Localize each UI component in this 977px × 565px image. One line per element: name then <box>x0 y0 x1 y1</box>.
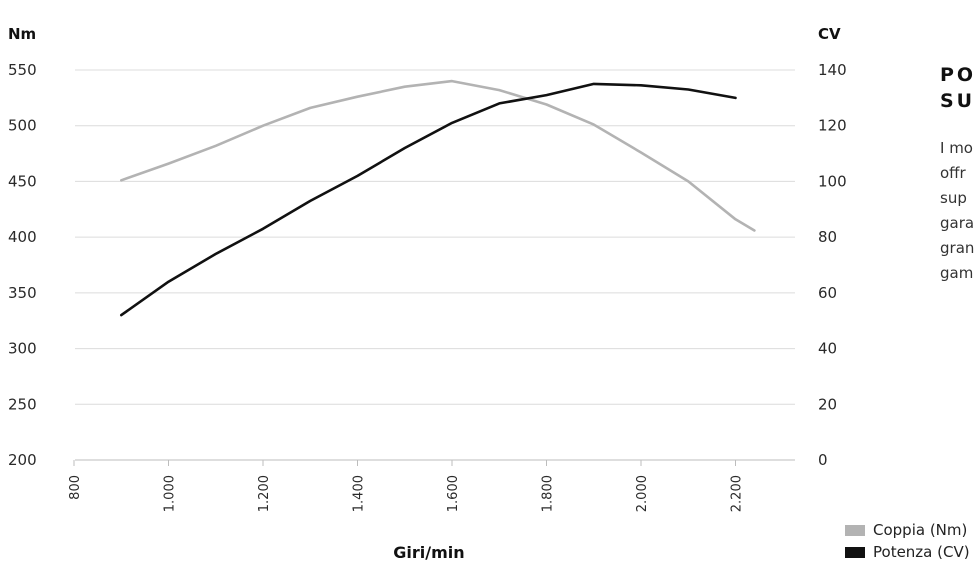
legend-swatch-potenza <box>845 546 865 558</box>
side-text-line: gam <box>940 264 974 282</box>
x-tick-label: 1.800 <box>541 475 556 512</box>
series-line-potenza <box>120 82 737 317</box>
y-left-tick-label: 200 <box>8 451 37 469</box>
legend-item-coppia: Coppia (Nm) <box>845 519 970 541</box>
y-right-tick-label: 120 <box>818 117 847 135</box>
x-tick-label: 2.000 <box>635 475 650 512</box>
side-title-line: PO <box>940 64 977 86</box>
y-left-tick-label: 450 <box>8 172 37 190</box>
side-text-line: offr <box>940 164 966 182</box>
y-left-tick-label: 350 <box>8 284 37 302</box>
y-right-unit: CV <box>818 25 841 43</box>
x-tick-label: 1.600 <box>446 475 461 512</box>
chart-legend: Coppia (Nm) Potenza (CV) <box>845 519 970 563</box>
x-ticks: 800 1.000 1.200 1.400 1.600 1.800 2.000 2.200 <box>68 460 745 512</box>
legend-swatch-coppia <box>845 524 865 536</box>
y-left-tick-label: 500 <box>8 117 37 135</box>
side-text-line: gran <box>940 239 975 257</box>
side-text-line: gara <box>940 214 975 232</box>
y-right-tick-label: 0 <box>818 451 828 469</box>
y-left-tick-label: 550 <box>8 61 37 79</box>
y-right-tick-label: 100 <box>818 172 847 190</box>
y-left-tick-label: 300 <box>8 340 37 358</box>
series-line-coppia <box>120 79 756 232</box>
y-right-tick-label: 80 <box>818 228 837 246</box>
y-right-tick-label: 20 <box>818 395 837 413</box>
x-tick-label: 2.200 <box>730 475 745 512</box>
x-tick-label: 1.000 <box>163 475 178 512</box>
y-right-tick-label: 40 <box>818 340 837 358</box>
side-panel: PO SU I mo offr sup gara gran gam <box>940 62 977 286</box>
side-text-line: sup <box>940 189 967 207</box>
y-left-unit: Nm <box>8 25 36 43</box>
y-right-ticks: 140 120 100 80 60 40 20 0 <box>818 61 847 469</box>
x-tick-label: 800 <box>68 475 83 500</box>
x-tick-label: 1.400 <box>352 475 367 512</box>
y-right-tick-label: 60 <box>818 284 837 302</box>
x-axis-label: Giri/min <box>393 543 464 562</box>
side-title: PO SU <box>940 62 977 114</box>
x-tick-label: 1.200 <box>257 475 272 512</box>
legend-item-potenza: Potenza (CV) <box>845 541 970 563</box>
y-left-ticks: 550 500 450 400 350 300 250 200 <box>8 61 37 469</box>
y-right-tick-label: 140 <box>818 61 847 79</box>
series-lines <box>120 79 756 317</box>
side-text-line: I mo <box>940 139 973 157</box>
y-left-tick-label: 250 <box>8 395 37 413</box>
legend-label-potenza: Potenza (CV) <box>873 543 970 561</box>
side-text: I mo offr sup gara gran gam <box>940 136 977 286</box>
y-left-tick-label: 400 <box>8 228 37 246</box>
legend-label-coppia: Coppia (Nm) <box>873 521 968 539</box>
grid-lines <box>75 69 795 461</box>
side-title-line: SU <box>940 90 976 112</box>
